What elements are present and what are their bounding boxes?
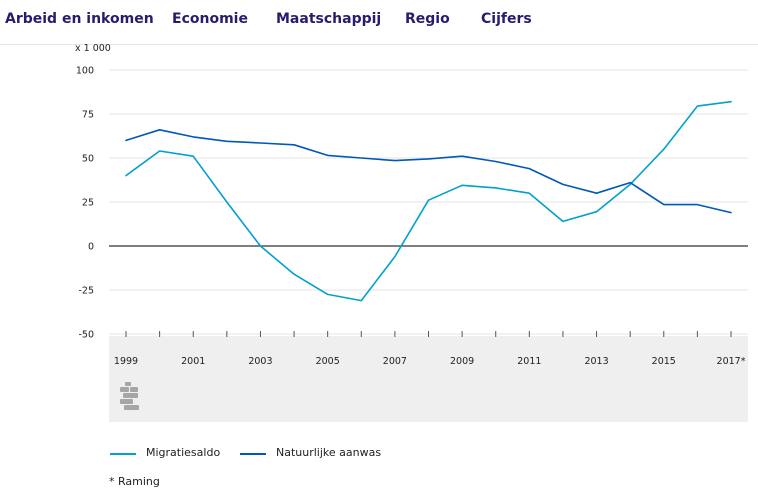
- series-lines: [125, 100, 732, 302]
- legend-label-migratiesaldo: Migratiesaldo: [146, 446, 221, 459]
- x-tick-label: 2011: [517, 356, 541, 367]
- x-tick-label: 2005: [316, 356, 340, 367]
- x-axis-ticks: 1999 2001 2003 2005 2007 2009 2011 2013 2015 2017…: [114, 331, 746, 367]
- grid-lines: [109, 69, 748, 335]
- y-axis-ticks: 100 75 50 25 0 -25 -50: [76, 66, 94, 341]
- cbs-logo-icon: [120, 382, 139, 410]
- y-tick-label: 50: [82, 154, 94, 165]
- y-tick-label: 100: [76, 66, 94, 77]
- footnote-raming: * Raming: [109, 475, 160, 488]
- series-line-natuurlijke-aanwas: [125, 129, 732, 214]
- x-tick-label: 2001: [181, 356, 205, 367]
- x-axis-band: [109, 336, 748, 422]
- nav-economie[interactable]: Economie: [172, 11, 248, 27]
- legend-label-natuurlijke-aanwas: Natuurlijke aanwas: [276, 446, 382, 459]
- legend-swatch-migratiesaldo: [110, 453, 136, 455]
- y-axis-unit-label: x 1 000: [75, 43, 111, 54]
- y-tick-label: 25: [82, 198, 94, 209]
- series-line-migratiesaldo: [125, 100, 732, 302]
- y-tick-label: 0: [88, 242, 94, 253]
- x-tick-label: 2007: [383, 356, 407, 367]
- nav-regio[interactable]: Regio: [405, 11, 450, 27]
- x-tick-label: 2009: [450, 356, 474, 367]
- y-tick-label: 75: [82, 110, 94, 121]
- x-tick-label: 2015: [652, 356, 676, 367]
- x-tick-label: 2013: [584, 356, 608, 367]
- legend-swatch-natuurlijke-aanwas: [240, 453, 266, 455]
- x-tick-label: 1999: [114, 356, 138, 367]
- nav-arbeid-en-inkomen[interactable]: Arbeid en inkomen: [5, 11, 154, 27]
- nav-maatschappij[interactable]: Maatschappij: [276, 11, 382, 27]
- y-tick-label: -50: [78, 330, 94, 341]
- x-tick-label: 2017*: [717, 356, 746, 367]
- top-navigation: Arbeid en inkomen Economie Maatschappij …: [0, 0, 758, 45]
- y-tick-label: -25: [78, 286, 94, 297]
- nav-cijfers[interactable]: Cijfers: [481, 11, 532, 27]
- x-tick-label: 2003: [248, 356, 272, 367]
